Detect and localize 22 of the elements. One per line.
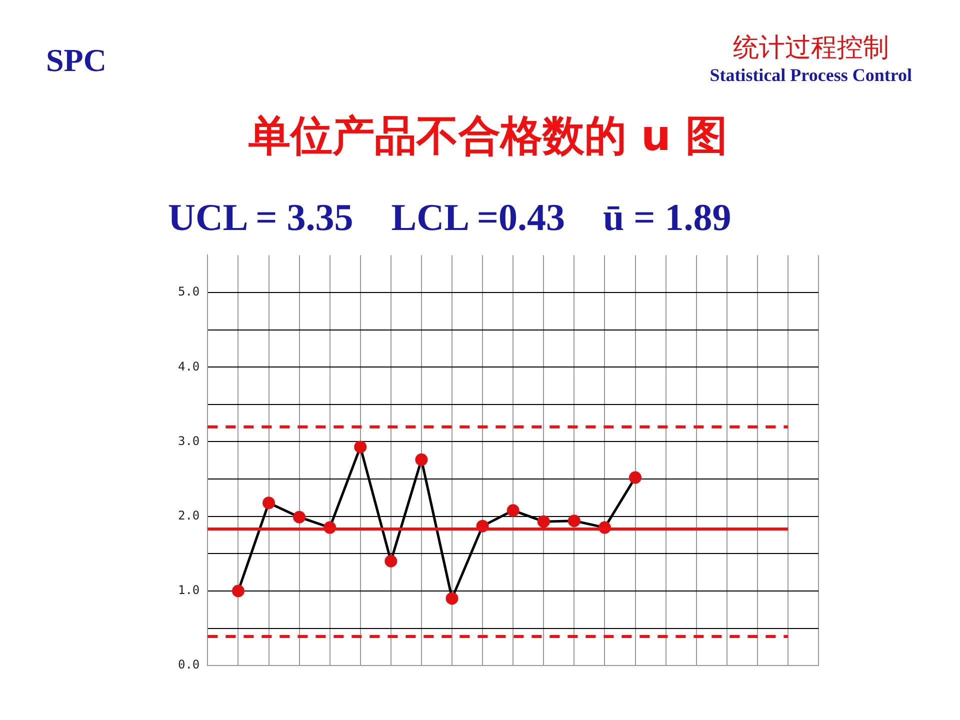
y-tick-label: 2.0 xyxy=(178,508,200,522)
point xyxy=(293,510,306,524)
text: SPC xyxy=(46,42,106,79)
point xyxy=(629,471,642,484)
chart-title: 单位产品不合格数的 u 图 xyxy=(247,110,729,162)
y-tick-label: 1.0 xyxy=(178,583,200,598)
text: Statistical Process Control xyxy=(710,65,912,86)
point xyxy=(415,453,428,466)
point xyxy=(232,584,244,598)
point xyxy=(262,496,276,510)
point xyxy=(384,554,398,568)
y-tick-label: 0.0 xyxy=(178,658,200,672)
point xyxy=(354,440,367,454)
point xyxy=(446,592,458,605)
y-tick-label: 3.0 xyxy=(178,434,200,448)
point xyxy=(506,504,520,517)
chart-subtitle: UCL = 3.35 LCL =0.43 ū = 1.89 xyxy=(168,196,732,240)
text: 统计过程控制 xyxy=(732,32,890,65)
point xyxy=(568,514,580,528)
point xyxy=(537,515,550,528)
y-tick-label: 4.0 xyxy=(178,359,200,374)
y-tick-label: 5.0 xyxy=(178,284,200,299)
